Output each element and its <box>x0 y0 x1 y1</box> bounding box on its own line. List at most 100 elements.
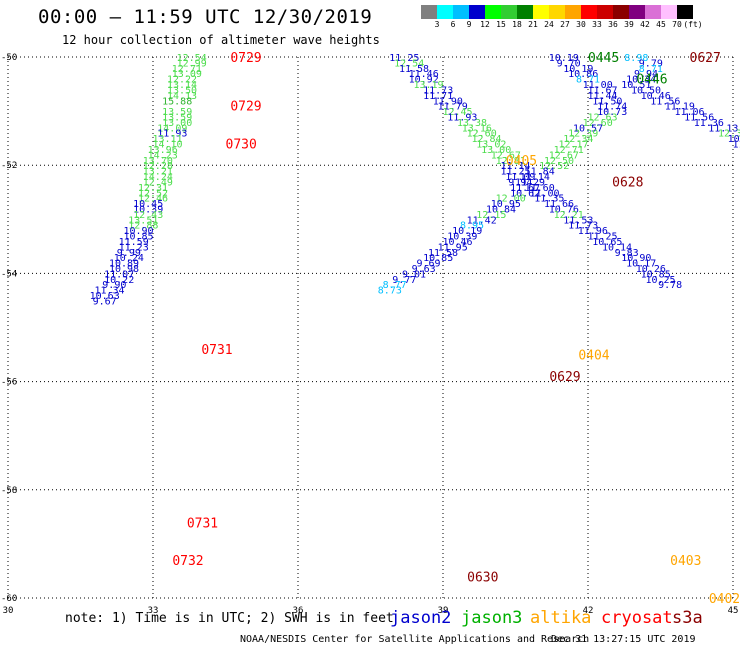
swh-data-label: 13.59 <box>162 113 192 124</box>
pass-time-label: 0732 <box>172 554 203 569</box>
swh-data-label: 14.23 <box>148 150 178 161</box>
swh-data-label: 9.01 <box>402 269 426 280</box>
swh-data-label: 11.14 <box>520 172 550 183</box>
swh-data-label: 10.92 <box>409 75 439 86</box>
swh-data-label: 10.95 <box>491 199 521 210</box>
swh-data-label: 11.34 <box>94 286 124 297</box>
swh-data-label: 12.39 <box>568 129 598 140</box>
swh-data-label: 11.19 <box>665 102 695 113</box>
swh-data-label: 11.93 <box>157 129 187 140</box>
colorbar <box>421 5 693 19</box>
swh-data-label: 12.15 <box>476 210 506 221</box>
swh-data-label: 8.73 <box>378 286 402 297</box>
swh-data-label: 13.50 <box>167 85 197 96</box>
swh-data-label: 11.44 <box>587 91 617 102</box>
swh-data-label: 11.59 <box>119 237 149 248</box>
colorbar-swatch <box>517 5 533 19</box>
swh-data-label: 13.16 <box>462 123 492 134</box>
swh-data-label: 13.14 <box>167 80 197 91</box>
swh-data-label: 13.02 <box>476 140 506 151</box>
colorbar-swatch <box>421 5 437 19</box>
colorbar-swatch <box>581 5 597 19</box>
colorbar-swatch <box>453 5 469 19</box>
colorbar-swatch <box>645 5 661 19</box>
swh-data-label: 10.84 <box>486 204 516 215</box>
swh-data-label: 13.96 <box>148 145 178 156</box>
swh-data-label: 10.26 <box>636 264 666 275</box>
colorbar-label: 15 <box>496 20 506 29</box>
swh-data-label: 10.62 <box>510 188 540 199</box>
swh-data-label: 12.71 <box>554 145 584 156</box>
pass-time-label: 0630 <box>467 570 498 585</box>
swh-data-label: 11.73 <box>568 221 598 232</box>
pass-time-label: 0628 <box>612 175 643 190</box>
axis-ticks: 30 33 36 39 42 45 -50 -52 -54 -56 -58 -60 <box>1 53 738 616</box>
colorbar-swatch <box>485 5 501 19</box>
swh-data-label: 11.35 <box>534 194 564 205</box>
swh-data-label: 9.77 <box>392 275 416 286</box>
legend-item-cryosat: cryosat <box>601 608 673 628</box>
swh-data-label: 10.90 <box>728 134 740 145</box>
swh-data-label: 11.29 <box>515 177 545 188</box>
colorbar-swatch <box>661 5 677 19</box>
swh-data-label: 11.60 <box>525 183 555 194</box>
swh-data-label: 8.71 <box>576 75 600 86</box>
swh-data-label: 11.25 <box>587 232 617 243</box>
swh-data-label: 11.06 <box>674 107 704 118</box>
credit-line: NOAA/NESDIS Center for Satellite Applica… <box>240 634 590 645</box>
colorbar-swatch <box>533 5 549 19</box>
swh-data-label: 11.42 <box>467 215 497 226</box>
generated-timestamp: Dec 31 13:27:15 UTC 2019 <box>551 634 696 645</box>
swh-data-label: 11.84 <box>525 167 555 178</box>
swh-data-label: 13.38 <box>457 118 487 129</box>
colorbar-label: 6 <box>450 20 456 29</box>
colorbar-label: 30 <box>576 20 586 29</box>
pass-time-label: 0731 <box>187 516 218 531</box>
x-tick-label: 36 <box>293 606 304 616</box>
x-tick-label: 33 <box>148 606 159 616</box>
swh-data-label: 10.19 <box>452 226 482 237</box>
swh-data-label: 13.00 <box>481 145 511 156</box>
colorbar-label: 45 <box>656 20 666 29</box>
x-tick-label: 45 <box>728 606 739 616</box>
swh-data-label: 8.71 <box>639 64 663 75</box>
swh-data-label: 9.78 <box>658 280 682 291</box>
swh-data-label: 11.53 <box>563 215 593 226</box>
swh-data-label: 13.00 <box>162 118 192 129</box>
page-title: 00:00 – 11:59 UTC 12/30/2019 <box>38 6 373 28</box>
swh-data-label: 12.84 <box>471 134 501 145</box>
colorbar-label: 3 <box>434 20 440 29</box>
pass-time-label: 0446 <box>636 73 667 88</box>
footer-note: note: 1) Time is in UTC; 2) SWH is in fe… <box>65 611 394 626</box>
colorbar-label: 21 <box>528 20 538 29</box>
x-tick-label: 30 <box>3 606 14 616</box>
swh-data-label: 10.45 <box>133 199 163 210</box>
colorbar-label: 36 <box>608 20 618 29</box>
colorbar-swatch <box>597 5 613 19</box>
pass-time-label: 0729 <box>230 100 261 115</box>
swh-data-label: 13.21 <box>143 167 173 178</box>
colorbar-swatch <box>437 5 453 19</box>
swh-data-label: 9.63 <box>412 264 436 275</box>
swh-data-label: 9.99 <box>117 248 141 259</box>
colorbar-swatch <box>565 5 581 19</box>
swh-data-label: 12.50 <box>544 156 574 167</box>
swh-data-label: 11.74 <box>597 102 627 113</box>
swh-data-label: 10.90 <box>621 253 651 264</box>
swh-data-label: 10.98 <box>109 264 139 275</box>
swh-data-label: 11.66 <box>544 199 574 210</box>
y-tick-label: -54 <box>1 269 17 279</box>
swh-data-label: 8.95 <box>460 221 484 232</box>
swh-data-label: 14.13 <box>167 91 197 102</box>
swh-data-label: 14.09 <box>157 123 187 134</box>
y-tick-label: -58 <box>1 486 17 496</box>
swh-data-label: 12.60 <box>467 129 497 140</box>
pass-time-label: 0404 <box>578 349 609 364</box>
legend-item-altika: altika <box>530 608 592 628</box>
colorbar-label: 70 <box>672 20 682 29</box>
colorbar-label: 12 <box>480 20 490 29</box>
colorbar-swatch <box>501 5 517 19</box>
swh-data-label: 9.94 <box>634 69 658 80</box>
colorbar-label: 18 <box>512 20 522 29</box>
